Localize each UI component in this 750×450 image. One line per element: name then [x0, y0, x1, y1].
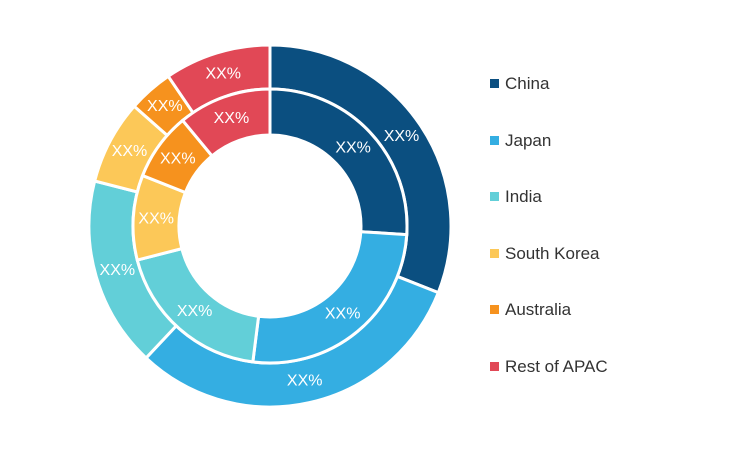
legend-swatch	[490, 192, 499, 201]
outer-label-japan: XX%	[287, 373, 323, 390]
outer-label-rest-of-apac: XX%	[205, 66, 241, 83]
outer-label-china: XX%	[384, 128, 420, 145]
outer-label-india: XX%	[100, 262, 136, 279]
legend-item-china: China	[490, 74, 740, 131]
inner-ring	[131, 87, 409, 365]
inner-label-china: XX%	[335, 139, 371, 156]
slice-labels: XX% XX% XX% XX% XX% XX% XX% XX% XX% XX% XX% XX%	[100, 66, 420, 390]
legend-item-south-korea: South Korea	[490, 244, 740, 301]
legend-label: Rest of APAC	[505, 356, 608, 376]
inner-label-india: XX%	[177, 303, 213, 320]
legend-item-india: India	[490, 187, 740, 244]
legend-label: Japan	[505, 130, 552, 150]
inner-label-rest-of-apac: XX%	[214, 110, 250, 127]
legend-item-australia: Australia	[490, 300, 740, 357]
legend-label: India	[505, 187, 542, 206]
inner-label-japan: XX%	[325, 305, 361, 322]
outer-label-australia: XX%	[147, 98, 183, 115]
legend-swatch	[490, 305, 499, 314]
legend-swatch	[490, 248, 499, 258]
inner-label-south-korea: XX%	[138, 210, 174, 227]
legend-swatch	[490, 361, 499, 371]
legend-label: Australia	[505, 300, 572, 319]
legend-swatch	[490, 135, 499, 145]
legend: China Japan India South Korea Australia Rest …	[490, 74, 740, 413]
legend-item-rest-of-apac: Rest of APAC	[490, 357, 740, 414]
outer-label-south-korea: XX%	[112, 143, 148, 160]
legend-label: South Korea	[505, 243, 600, 263]
legend-item-japan: Japan	[490, 131, 740, 188]
legend-label: China	[505, 74, 550, 93]
legend-swatch	[490, 79, 499, 88]
inner-label-australia: XX%	[160, 150, 196, 167]
inner-slice-rest-of-apac	[180, 87, 272, 158]
